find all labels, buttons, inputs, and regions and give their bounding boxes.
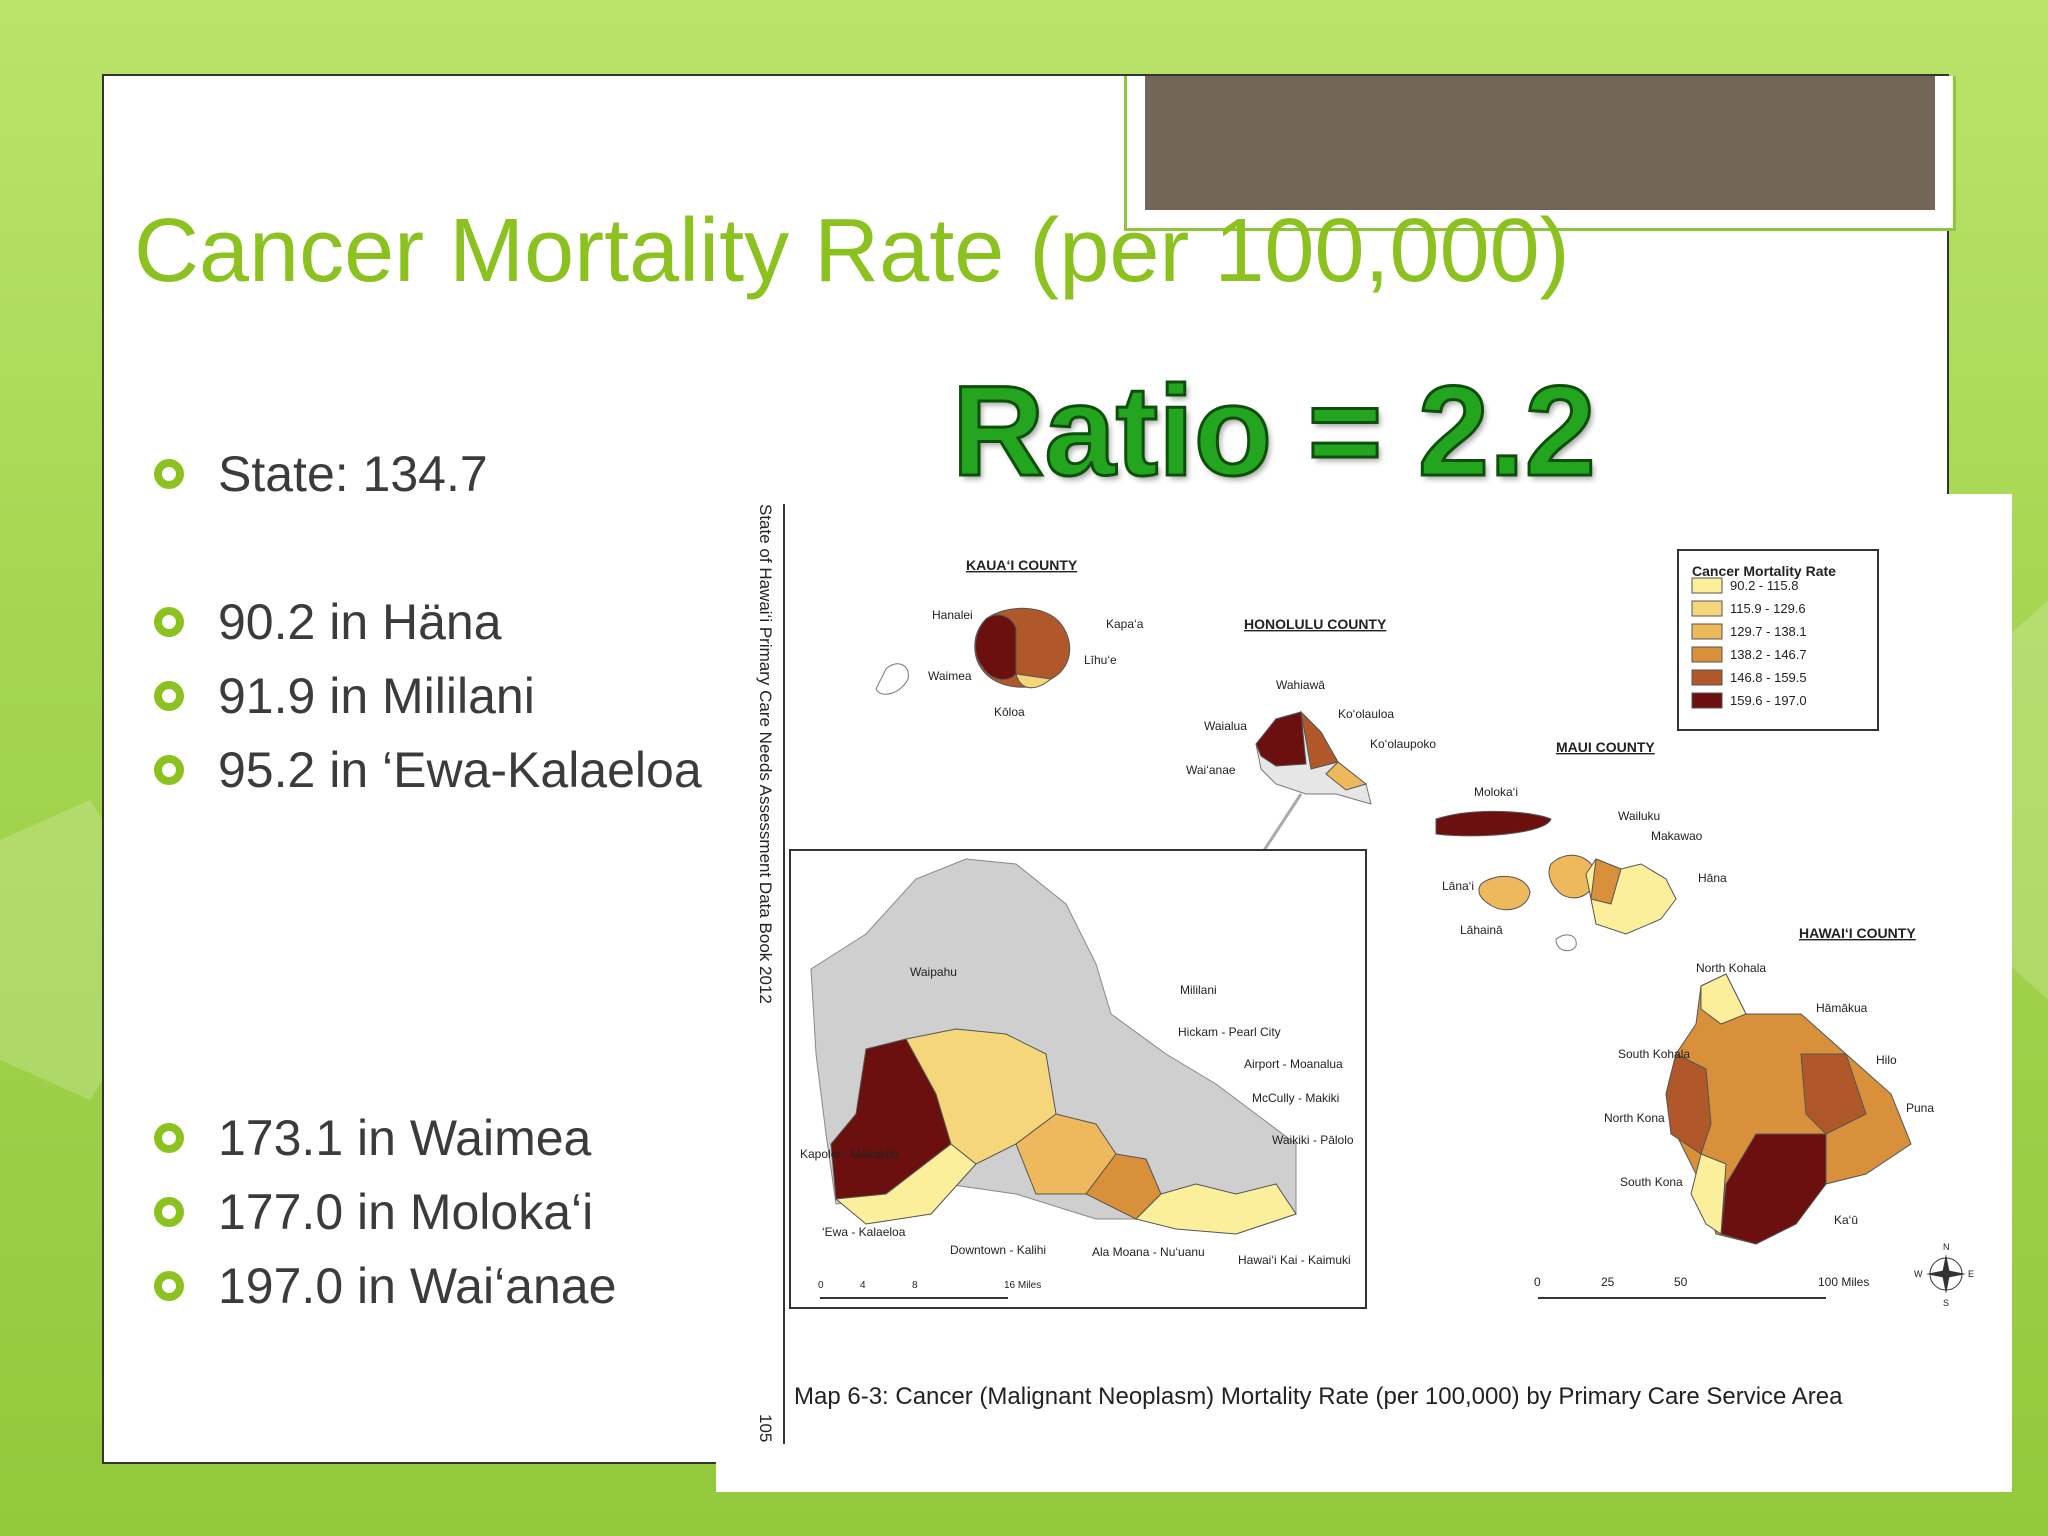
county-label-hawaii: HAWAI‘I COUNTY bbox=[1799, 925, 1916, 941]
label-wailuku: Wailuku bbox=[1618, 809, 1660, 823]
map-side-caption: State of Hawai‘i Primary Care Needs Asse… bbox=[756, 504, 775, 1004]
bullet-list-high: 173.1 in Waimea 177.0 in Moloka‘i 197.0 … bbox=[154, 1101, 616, 1323]
slide-title: Cancer Mortality Rate (per 100,000) bbox=[134, 201, 1570, 301]
bullet-high-item: 173.1 in Waimea bbox=[154, 1101, 616, 1175]
bullet-low-item: 90.2 in Häna bbox=[154, 585, 702, 659]
svg-text:0: 0 bbox=[818, 1280, 824, 1291]
oahu-inset-map bbox=[810, 858, 1297, 1235]
bullet-dot-icon bbox=[154, 607, 184, 637]
label-wahiawa: Wahiawā bbox=[1276, 678, 1325, 692]
svg-text:16 Miles: 16 Miles bbox=[1004, 1280, 1041, 1291]
kauai-island bbox=[875, 607, 1071, 695]
label-waikiki: Waikiki - Pālolo bbox=[1272, 1133, 1354, 1147]
label-mililani: Mililani bbox=[1180, 983, 1217, 997]
svg-text:E: E bbox=[1968, 1269, 1974, 1279]
label-mccully: McCully - Makiki bbox=[1252, 1091, 1339, 1105]
label-koolaupoko: Ko‘olaupoko bbox=[1370, 737, 1436, 751]
label-hilo: Hilo bbox=[1876, 1053, 1897, 1067]
legend-swatch bbox=[1691, 692, 1723, 709]
bullet-dot-icon bbox=[154, 1271, 184, 1301]
label-puna: Puna bbox=[1906, 1101, 1934, 1115]
bullet-dot-icon bbox=[154, 459, 184, 489]
legend-label: 90.2 - 115.8 bbox=[1730, 578, 1798, 593]
map-page-number: 105 bbox=[756, 1414, 775, 1442]
bullet-low-item: 95.2 in ‘Ewa-Kalaeloa bbox=[154, 733, 702, 807]
label-hana: Hāna bbox=[1698, 871, 1727, 885]
label-north-kohala: North Kohala bbox=[1696, 961, 1766, 975]
svg-text:N: N bbox=[1943, 1242, 1950, 1252]
label-airport: Airport - Moanalua bbox=[1244, 1057, 1343, 1071]
oahu-island-small bbox=[1255, 710, 1372, 805]
bullet-high-item: 177.0 in Moloka‘i bbox=[154, 1175, 616, 1249]
legend-label: 138.2 - 146.7 bbox=[1730, 647, 1807, 662]
label-hawaiikai: Hawai‘i Kai - Kaimuki bbox=[1238, 1253, 1351, 1267]
slide-header-tab bbox=[1124, 76, 1956, 231]
legend-label: 146.8 - 159.5 bbox=[1730, 670, 1807, 685]
label-koloa: Kōloa bbox=[994, 705, 1025, 719]
label-kau: Ka‘ū bbox=[1834, 1213, 1858, 1227]
legend-swatch bbox=[1691, 646, 1723, 663]
legend-label: 115.9 - 129.6 bbox=[1730, 601, 1806, 616]
bullet-high-item: 197.0 in Wai‘anae bbox=[154, 1249, 616, 1323]
label-kapolei: Kapolei - Makakilo bbox=[800, 1147, 898, 1161]
header-tab-fill bbox=[1145, 76, 1935, 210]
label-lanai: Lāna‘i bbox=[1442, 879, 1474, 893]
hawaii-island bbox=[1665, 973, 1912, 1245]
label-ewa: ‘Ewa - Kalaeloa bbox=[822, 1225, 906, 1239]
label-alamoana: Ala Moana - Nu‘uanu bbox=[1092, 1245, 1205, 1259]
svg-text:50: 50 bbox=[1674, 1275, 1688, 1289]
svg-text:4: 4 bbox=[860, 1280, 866, 1291]
label-waialua: Waialua bbox=[1204, 719, 1247, 733]
legend-label: 159.6 - 197.0 bbox=[1730, 693, 1807, 708]
label-hamakua: Hāmākua bbox=[1816, 1001, 1868, 1015]
svg-text:0: 0 bbox=[1534, 1275, 1541, 1289]
compass-rose-icon: N S E W bbox=[1914, 1242, 1974, 1308]
label-north-kona: North Kona bbox=[1604, 1111, 1665, 1125]
label-makawao: Makawao bbox=[1651, 829, 1703, 843]
label-downtown: Downtown - Kalihi bbox=[950, 1243, 1046, 1257]
bullet-state: State: 134.7 bbox=[154, 437, 488, 511]
bullet-dot-icon bbox=[154, 1123, 184, 1153]
bullet-list-low: 90.2 in Häna 91.9 in Mililani 95.2 in ‘E… bbox=[154, 585, 702, 807]
legend-swatch bbox=[1691, 577, 1723, 594]
label-hickam: Hickam - Pearl City bbox=[1178, 1025, 1281, 1039]
label-south-kona: South Kona bbox=[1620, 1175, 1683, 1189]
svg-text:100 Miles: 100 Miles bbox=[1818, 1275, 1869, 1289]
svg-text:W: W bbox=[1914, 1269, 1923, 1279]
label-waimea: Waimea bbox=[928, 669, 972, 683]
label-south-kohala: South Kohala bbox=[1618, 1047, 1690, 1061]
svg-text:S: S bbox=[1943, 1298, 1949, 1308]
county-label-honolulu: HONOLULU COUNTY bbox=[1244, 616, 1387, 632]
label-lahaina: Lāhainā bbox=[1460, 923, 1503, 937]
bullet-dot-icon bbox=[154, 681, 184, 711]
svg-text:25: 25 bbox=[1601, 1275, 1615, 1289]
hawaii-cancer-map: State of Hawai‘i Primary Care Needs Asse… bbox=[756, 504, 1974, 1444]
map-image: State of Hawai‘i Primary Care Needs Asse… bbox=[716, 494, 2012, 1492]
ratio-heading: Ratio = 2.2 bbox=[951, 359, 1598, 505]
scale-bar-inset: 0 4 8 16 Miles bbox=[818, 1280, 1041, 1299]
label-waipahu: Waipahu bbox=[910, 965, 957, 979]
legend-swatch bbox=[1691, 600, 1723, 617]
map-caption: Map 6-3: Cancer (Malignant Neoplasm) Mor… bbox=[794, 1383, 1843, 1410]
county-label-maui: MAUI COUNTY bbox=[1556, 739, 1655, 755]
bullet-dot-icon bbox=[154, 755, 184, 785]
legend-swatch bbox=[1691, 623, 1723, 640]
label-lihue: Līhu‘e bbox=[1084, 653, 1117, 667]
bullet-low-item: 91.9 in Mililani bbox=[154, 659, 702, 733]
bullet-list-state: State: 134.7 bbox=[154, 437, 488, 511]
county-label-kauai: KAUA‘I COUNTY bbox=[966, 557, 1078, 573]
label-molokai: Moloka‘i bbox=[1474, 785, 1518, 799]
scale-bar-main: 0 25 50 100 Miles bbox=[1534, 1275, 1869, 1299]
label-waianae: Wai‘anae bbox=[1186, 763, 1236, 777]
svg-text:8: 8 bbox=[912, 1280, 918, 1291]
map-legend: Cancer Mortality Rate 90.2 - 115.8 115.9 … bbox=[1677, 549, 1879, 731]
label-hanalei: Hanalei bbox=[932, 608, 973, 622]
legend-title: Cancer Mortality Rate bbox=[1692, 563, 1836, 579]
legend-label: 129.7 - 138.1 bbox=[1730, 624, 1807, 639]
bullet-dot-icon bbox=[154, 1197, 184, 1227]
legend-swatch bbox=[1691, 669, 1723, 686]
label-koolauloa: Ko‘olauloa bbox=[1338, 707, 1394, 721]
maui-county-islands bbox=[1435, 810, 1677, 952]
label-kapaa: Kapa‘a bbox=[1106, 617, 1144, 631]
